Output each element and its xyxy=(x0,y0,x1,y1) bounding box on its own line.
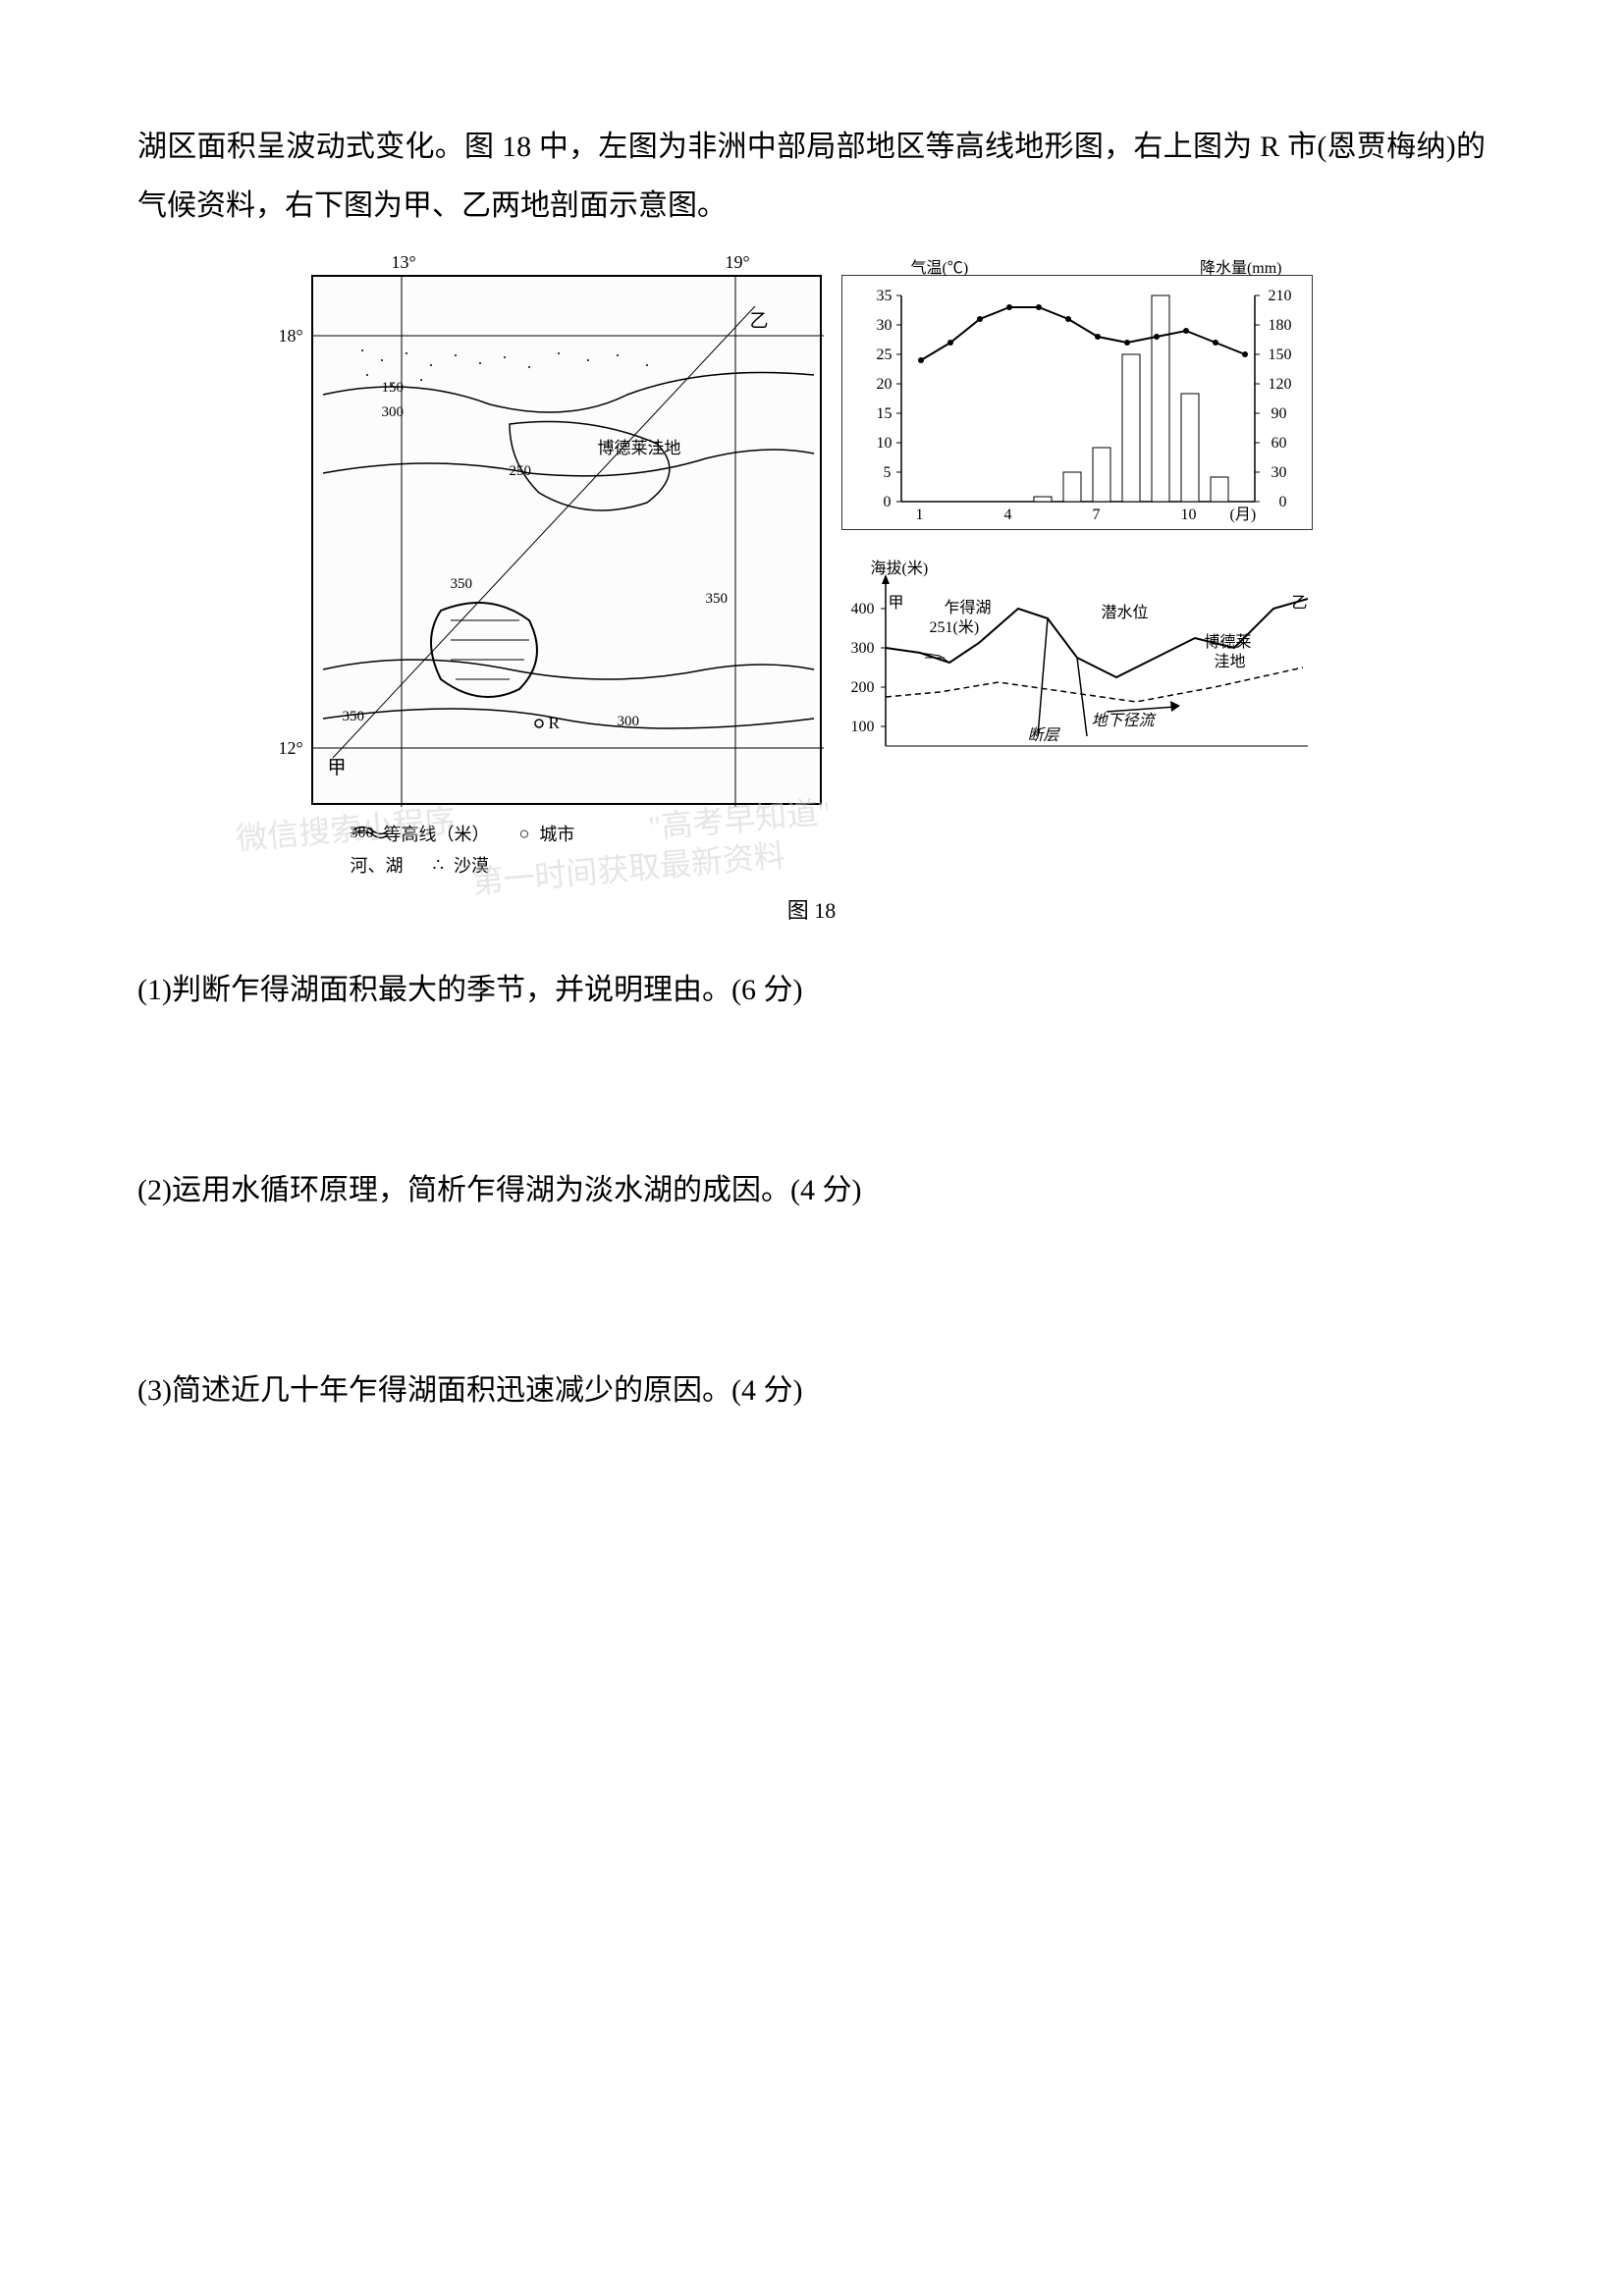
temp-tick: 25 xyxy=(877,347,893,364)
x-tick: 1 xyxy=(916,507,924,524)
underground-cs: 地下径流 xyxy=(1092,707,1155,730)
lon-label-2: 19° xyxy=(726,252,750,273)
jia-cs: 甲 xyxy=(889,589,904,613)
temp-tick: 20 xyxy=(877,376,893,394)
x-tick: 10 xyxy=(1181,507,1197,524)
question-2: (2)运用水循环原理，简析乍得湖为淡水湖的成因。(4 分) xyxy=(137,1164,1486,1217)
figure-caption: 图 18 xyxy=(137,893,1486,925)
contour-label: 350 xyxy=(343,709,365,725)
precip-tick: 180 xyxy=(1269,317,1292,335)
temp-tick: 30 xyxy=(877,317,893,335)
temp-tick: 35 xyxy=(877,288,893,305)
temp-tick: 5 xyxy=(884,464,892,482)
bodele-cs2: 洼地 xyxy=(1215,648,1246,671)
temp-tick: 10 xyxy=(877,435,893,453)
jia-label: 甲 xyxy=(328,753,347,779)
figure-container: 13° 19° 18° 12° 150 300 250 350 350 350 … xyxy=(137,275,1486,805)
precip-tick: 120 xyxy=(1269,376,1292,394)
temp-tick: 15 xyxy=(877,405,893,423)
intro-paragraph: 湖区面积呈波动式变化。图 18 中，左图为非洲中部局部地区等高线地形图，右上图为… xyxy=(137,118,1486,236)
legend-river-text: 河、湖 xyxy=(351,852,404,878)
y-tick: 400 xyxy=(851,601,875,618)
precip-tick: 60 xyxy=(1271,435,1287,453)
question-3: (3)简述近几十年乍得湖面积迅速减少的原因。(4 分) xyxy=(137,1364,1486,1417)
precip-tick: 30 xyxy=(1271,464,1287,482)
contour-label: 250 xyxy=(510,463,532,480)
contour-label: 300 xyxy=(382,404,405,421)
legend-contour-text: 等高线（米） xyxy=(384,821,490,846)
bodele-label: 博德莱洼地 xyxy=(598,434,681,458)
x-tick: (月) xyxy=(1230,501,1257,524)
temp-axis-title: 气温(℃) xyxy=(911,254,969,278)
contour-label: 350 xyxy=(706,591,729,608)
x-tick: 4 xyxy=(1004,507,1012,524)
lake-elev-cs: 251(米) xyxy=(930,614,980,637)
legend-city-text: 城市 xyxy=(539,821,574,846)
question-1: (1)判断乍得湖面积最大的季节，并说明理由。(6 分) xyxy=(137,964,1486,1017)
lon-label-1: 13° xyxy=(392,252,416,273)
cross-section: 海拔(米) 100 200 300 400 甲 乙 乍得湖 251(米) 潜水位… xyxy=(841,550,1313,766)
climate-chart: 气温(℃) 降水量(mm) xyxy=(841,275,1313,530)
river-icon xyxy=(351,821,390,840)
precip-axis-title: 降水量(mm) xyxy=(1200,254,1282,278)
yi-cs: 乙 xyxy=(1291,589,1307,613)
x-tick: 7 xyxy=(1093,507,1101,524)
map-legend: 300 等高线（米） ○ 城市 河、湖 ∴ 沙漠 xyxy=(351,821,575,883)
legend-desert-text: 沙漠 xyxy=(454,852,489,878)
water-table-cs: 潜水位 xyxy=(1102,599,1149,622)
y-label: 海拔(米) xyxy=(871,555,929,578)
precip-tick: 90 xyxy=(1271,405,1287,423)
climate-svg xyxy=(842,276,1314,531)
lat-label-2: 12° xyxy=(279,738,303,759)
contour-label: 350 xyxy=(451,576,473,593)
precip-tick: 150 xyxy=(1269,347,1292,364)
temp-tick: 0 xyxy=(884,494,892,511)
contour-label: 150 xyxy=(382,380,405,397)
y-tick: 200 xyxy=(851,679,875,697)
contour-map: 13° 19° 18° 12° 150 300 250 350 350 350 … xyxy=(311,275,822,805)
yi-label: 乙 xyxy=(750,306,769,333)
contour-label: 300 xyxy=(618,714,640,730)
y-tick: 100 xyxy=(851,719,875,736)
precip-tick: 210 xyxy=(1269,288,1292,305)
lat-label-1: 18° xyxy=(279,326,303,347)
map-svg xyxy=(313,277,824,807)
fault-cs: 断层 xyxy=(1028,721,1059,745)
y-tick: 300 xyxy=(851,640,875,658)
precip-tick: 0 xyxy=(1279,494,1287,511)
r-label: R xyxy=(549,714,560,733)
